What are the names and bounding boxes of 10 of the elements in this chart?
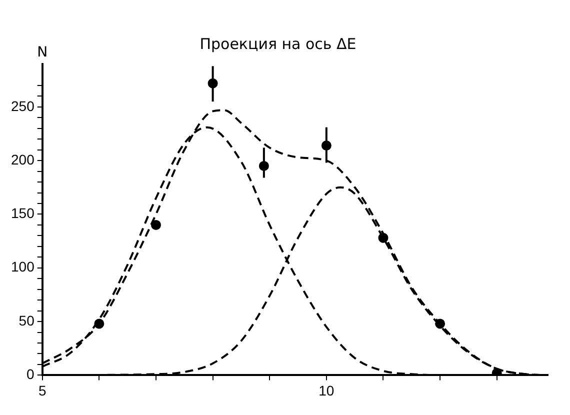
x-tick-label: 10	[318, 382, 334, 398]
y-tick-label: 100	[11, 258, 35, 275]
x-tick-label: 5	[38, 382, 46, 398]
y-tick-label: 150	[11, 205, 35, 222]
y-tick-label: 50	[18, 312, 35, 328]
y-tick-label: 0	[26, 366, 35, 382]
y-axis-title: N	[37, 44, 48, 61]
y-tick-label: 200	[11, 151, 35, 168]
chart-title: Проекция на ось ΔE	[200, 34, 356, 53]
y-tick-label: 250	[11, 98, 35, 114]
